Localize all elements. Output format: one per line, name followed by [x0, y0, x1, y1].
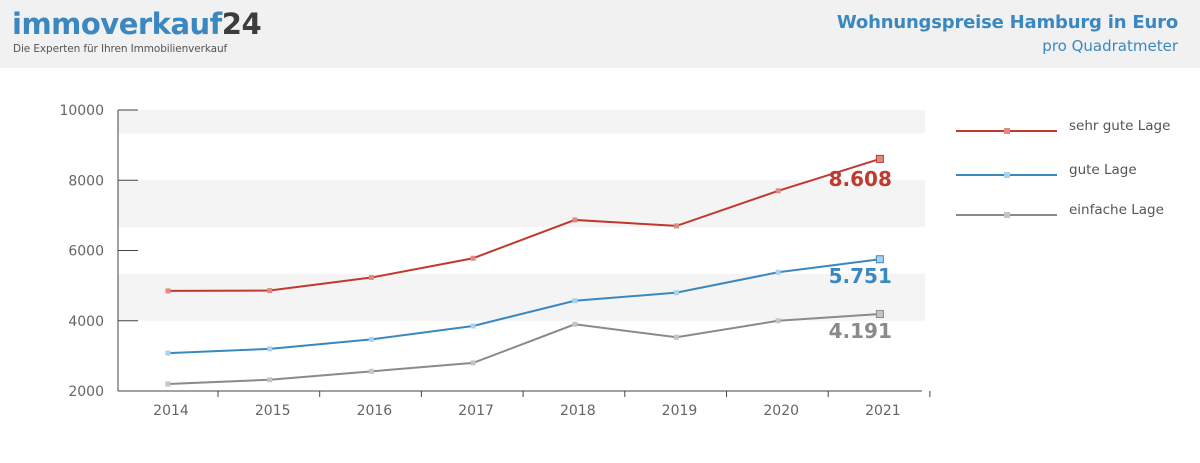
series-line	[167, 313, 880, 385]
x-tick-label: 2021	[865, 403, 901, 419]
chart-title: Wohnungspreise Hamburg in Euro	[836, 12, 1178, 33]
data-point	[470, 255, 476, 261]
data-point	[368, 336, 374, 342]
legend-label: einfache Lage	[1069, 202, 1164, 218]
legend-marker	[1004, 128, 1010, 134]
x-tick-label: 2014	[153, 403, 189, 419]
data-point	[572, 217, 578, 223]
y-tick-label: 10000	[59, 103, 104, 119]
data-point	[572, 298, 578, 304]
legend-marker	[1004, 212, 1010, 218]
x-axis-ticks: 2014 2015 2016 2017 2018 2019 2020 2021	[153, 391, 931, 419]
data-point	[267, 288, 273, 294]
series-line	[167, 157, 881, 292]
data-point	[165, 288, 171, 294]
data-point	[875, 255, 884, 264]
data-point	[674, 223, 679, 229]
y-axis-ticks: 2000 4000 6000 8000 10000	[59, 103, 138, 400]
y-tick-label: 6000	[68, 244, 104, 260]
header-bar: immoverkauf24 Die Experten für Ihren Imm…	[0, 0, 1200, 68]
x-tick-label: 2017	[458, 403, 494, 419]
y-tick-label: 2000	[68, 384, 104, 400]
chart-legend: sehr gute Lage gute Lage einfache Lage	[956, 118, 1170, 218]
y-tick-label: 4000	[68, 314, 104, 330]
data-point	[775, 188, 781, 194]
data-point	[875, 154, 884, 163]
data-point	[470, 360, 476, 366]
data-point	[368, 275, 374, 281]
x-tick-label: 2015	[255, 403, 291, 419]
chart-end-labels: 8.608 5.751 4.191	[829, 167, 892, 343]
data-point	[775, 269, 781, 275]
data-point	[775, 318, 781, 324]
grid-band	[118, 273, 925, 321]
chart-bands	[118, 110, 925, 321]
data-point	[368, 368, 374, 374]
x-tick-label: 2020	[763, 403, 799, 419]
data-point	[165, 350, 171, 356]
brand-wordmark: immoverkauf	[12, 7, 222, 41]
chart-subtitle: pro Quadratmeter	[1042, 37, 1178, 55]
chart-series	[165, 154, 884, 387]
data-point	[267, 377, 273, 383]
brand-logo[interactable]: immoverkauf24	[12, 7, 262, 41]
data-point	[165, 381, 171, 387]
data-point	[875, 310, 884, 319]
data-point	[674, 290, 679, 296]
chart-axes	[117, 110, 922, 392]
y-tick-label: 8000	[68, 173, 104, 189]
x-tick-label: 2016	[357, 403, 393, 419]
brand-number: 24	[221, 7, 262, 41]
data-point	[674, 334, 679, 340]
legend-label: gute Lage	[1069, 162, 1137, 178]
data-label: 5.751	[829, 264, 892, 288]
grid-band	[118, 110, 925, 134]
data-point	[470, 323, 476, 329]
legend-label: sehr gute Lage	[1069, 118, 1170, 134]
series-line	[167, 258, 881, 355]
brand-tagline: Die Experten für Ihren Immobilienverkauf	[13, 43, 228, 55]
data-point	[267, 346, 273, 352]
legend-marker	[1004, 172, 1010, 178]
x-tick-label: 2019	[662, 403, 698, 419]
data-label: 8.608	[829, 167, 892, 191]
grid-band	[118, 180, 925, 228]
x-tick-label: 2018	[560, 403, 596, 419]
data-point	[572, 321, 578, 327]
data-label: 4.191	[829, 319, 892, 343]
